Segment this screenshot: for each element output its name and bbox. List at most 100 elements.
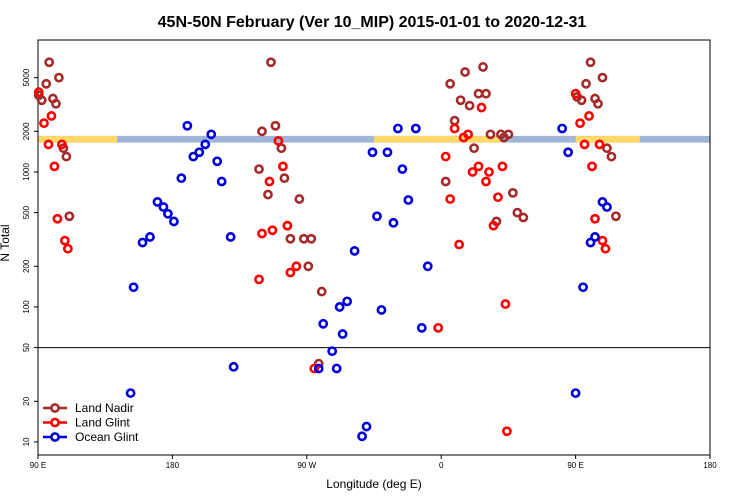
data-point <box>507 187 518 198</box>
y-tick-label: 10 <box>22 437 31 446</box>
data-point <box>493 192 503 203</box>
plot-frame <box>37 39 711 456</box>
data-point <box>294 194 305 204</box>
data-point <box>182 120 193 131</box>
land-band-segment <box>374 135 501 143</box>
data-point <box>440 151 451 162</box>
x-tick-label: 90 E <box>30 461 46 470</box>
data-point <box>464 100 475 111</box>
y-tick-label: 20 <box>22 396 31 405</box>
data-point <box>403 195 414 205</box>
data-point <box>463 129 473 140</box>
series-land-glint <box>33 87 611 437</box>
x-tick-label: 0 <box>439 461 444 470</box>
data-point <box>54 72 64 83</box>
x-tick-label: 90 E <box>567 461 583 470</box>
y-tick-label: 500 <box>22 205 31 219</box>
x-axis-ticks: 90 E 180 90 W 0 90 E 180 <box>30 455 717 470</box>
x-tick-label: 90 W <box>297 461 316 470</box>
data-point <box>433 322 444 333</box>
data-point <box>422 261 433 272</box>
data-point <box>316 286 327 297</box>
data-point <box>62 243 73 254</box>
data-point <box>331 363 342 374</box>
data-point <box>449 115 460 126</box>
data-point <box>606 151 617 162</box>
data-point <box>200 139 211 150</box>
data-point <box>273 135 284 146</box>
data-point <box>585 237 596 248</box>
data-point <box>376 305 387 315</box>
legend-label: Ocean Glint <box>75 430 139 444</box>
data-point <box>33 87 44 98</box>
legend-item: Land Nadir <box>43 401 134 415</box>
data-point <box>176 173 187 184</box>
data-point <box>484 167 494 177</box>
data-point <box>503 129 514 140</box>
data-point <box>357 431 367 442</box>
land-band-segment <box>38 135 118 143</box>
data-point <box>270 120 281 131</box>
data-point <box>570 88 581 99</box>
data-point <box>298 233 309 244</box>
data-point <box>440 176 451 187</box>
data-point <box>581 78 591 89</box>
data-point <box>52 213 63 224</box>
data-point <box>500 299 511 309</box>
data-point <box>584 111 594 121</box>
land-band-segment <box>575 135 640 143</box>
data-point <box>225 232 236 242</box>
data-point <box>557 123 568 134</box>
x-tick-label: 180 <box>703 461 717 470</box>
data-point <box>579 139 590 150</box>
data-point <box>349 246 360 256</box>
data-point <box>43 139 54 150</box>
data-point <box>266 57 276 68</box>
data-point <box>382 147 393 158</box>
y-tick-label: 5000 <box>22 68 31 86</box>
data-point <box>334 302 345 312</box>
data-point <box>467 167 478 177</box>
data-point <box>46 111 57 121</box>
data-point <box>313 363 324 374</box>
data-point <box>49 161 60 172</box>
data-point <box>168 216 179 227</box>
chart-title: 45N-50N February (Ver 10_MIP) 2015-01-01… <box>158 14 587 31</box>
data-point <box>597 235 608 246</box>
plot-border <box>37 39 711 456</box>
legend-marker <box>50 403 60 413</box>
y-tick-label: 50 <box>22 343 31 352</box>
data-point <box>264 176 275 187</box>
data-point <box>125 388 136 398</box>
data-point <box>481 88 491 99</box>
data-point <box>267 225 278 236</box>
data-point <box>282 220 293 231</box>
data-point <box>611 211 621 222</box>
y-tick-label: 1000 <box>22 163 31 181</box>
y-tick-label: 2000 <box>22 122 31 140</box>
data-point <box>39 118 49 129</box>
data-point <box>410 123 421 134</box>
data-point <box>372 211 382 222</box>
data-point <box>585 57 596 68</box>
data-point <box>212 156 223 167</box>
data-point <box>473 88 484 99</box>
y-axis-ticks: 10 20 50 100 200 500 1000 2000 5000 <box>22 68 38 446</box>
data-point <box>590 213 600 224</box>
y-axis-label: N Total <box>0 224 12 261</box>
data-points <box>33 57 621 442</box>
data-point <box>518 212 529 223</box>
data-point <box>469 143 479 154</box>
legend-marker <box>50 417 60 428</box>
legend-item: Ocean Glint <box>43 430 139 444</box>
data-point <box>306 233 317 244</box>
data-point <box>445 194 456 204</box>
data-point <box>367 147 378 158</box>
data-point <box>279 173 290 184</box>
data-point <box>152 197 163 207</box>
legend-marker <box>50 432 60 442</box>
data-point <box>497 161 508 172</box>
legend-label: Land Glint <box>75 416 130 430</box>
data-point <box>145 232 155 242</box>
